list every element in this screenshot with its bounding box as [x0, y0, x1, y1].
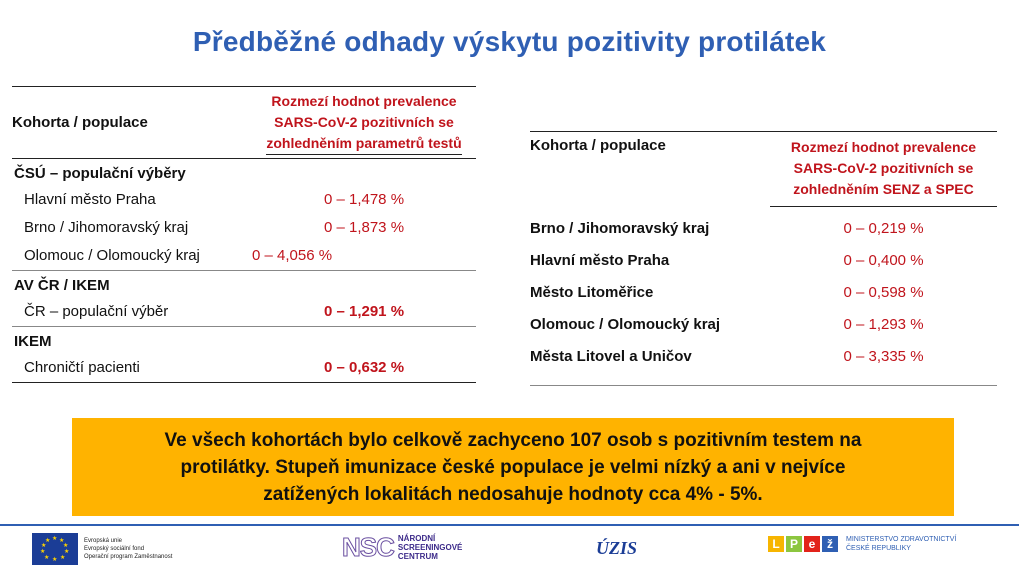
row-label: Města Litovel a Uničov — [530, 347, 692, 365]
nsc-logo: NSC NÁRODNÍ SCREENINGOVÉ CENTRUM — [342, 532, 463, 563]
eu-text: Evropská unie Evropský sociální fond Ope… — [84, 537, 172, 561]
row-label: Hlavní město Praha — [24, 191, 156, 208]
right-prevalence-table: Kohorta / populace Rozmezí hodnot preval… — [530, 131, 997, 386]
ministry-text: MINISTERSTVO ZDRAVOTNICTVÍ ČESKÉ REPUBLI… — [846, 535, 956, 553]
left-col1-header: Kohorta / populace — [12, 114, 148, 131]
table-row: Město Litoměřice 0 – 0,598 % — [530, 276, 997, 308]
row-label: Olomouc / Olomoucký kraj — [530, 315, 721, 333]
callout-line: protilátky. Stupeň imunizace české popul… — [180, 457, 846, 478]
callout-line: zatížených lokalitách nedosahuje hodnoty… — [263, 484, 763, 505]
ministry-text-line: MINISTERSTVO ZDRAVOTNICTVÍ — [846, 536, 957, 543]
eu-text-line: Evropský sociální fond — [84, 546, 145, 552]
table-row: Brno / Jihomoravský kraj 0 – 0,219 % — [530, 212, 997, 244]
right-col2-header: Rozmezí hodnot prevalence SARS-CoV-2 poz… — [770, 137, 997, 207]
table-row: ČR – populační výběr 0 – 1,291 % — [12, 298, 476, 327]
right-col2-header-line: SARS-CoV-2 pozitivních se — [793, 160, 974, 176]
left-prevalence-table: Kohorta / populace Rozmezí hodnot preval… — [12, 86, 476, 383]
slide-title: Předběžné odhady výskytu pozitivity prot… — [192, 26, 827, 57]
eu-text-line: Evropská unie — [84, 538, 123, 544]
right-col2-header-line: zohledněním SENZ a SPEC — [793, 181, 974, 197]
summary-callout: Ve všech kohortách bylo celkově zachycen… — [72, 418, 954, 516]
table-row: Hlavní město Praha 0 – 0,400 % — [530, 244, 997, 276]
uzis-logo: ÚZIS — [596, 538, 638, 558]
ministry-logo: L P e ž MINISTERSTVO ZDRAVOTNICTVÍ ČESKÉ… — [768, 535, 956, 553]
section-heading-csu: ČSÚ – populační výběry — [14, 165, 186, 182]
section-heading-avcr: AV ČR / IKEM — [14, 277, 110, 294]
right-table-header: Kohorta / populace Rozmezí hodnot preval… — [530, 132, 997, 207]
row-value: 0 – 3,335 % — [843, 347, 924, 365]
row-label: Brno / Jihomoravský kraj — [24, 219, 189, 236]
nsc-text: NÁRODNÍ SCREENINGOVÉ CENTRUM — [398, 534, 462, 561]
eu-logo: ★ ★ ★ ★ ★ ★ ★ ★ ★ ★ Evropská unie Evrops… — [32, 533, 172, 565]
callout-line: Ve všech kohortách bylo celkově zachycen… — [164, 430, 862, 451]
row-value: 0 – 4,056 % — [252, 247, 333, 264]
row-value: 0 – 1,293 % — [843, 315, 924, 333]
right-col2-header-line: Rozmezí hodnot prevalence — [790, 139, 977, 155]
row-value: 0 – 0,219 % — [843, 219, 924, 237]
left-col2-header: Rozmezí hodnot prevalence SARS-CoV-2 poz… — [252, 91, 476, 155]
row-value: 0 – 1,291 % — [323, 303, 405, 320]
table-row: Hlavní město Praha 0 – 1,478 % — [12, 186, 476, 214]
row-label: Hlavní město Praha — [530, 251, 670, 269]
row-value: 0 – 1,873 % — [323, 219, 405, 236]
row-value: 0 – 0,400 % — [843, 251, 924, 269]
table-row: Olomouc / Olomoucký kraj 0 – 4,056 % — [12, 242, 476, 271]
nsc-mark: NSC — [342, 532, 396, 563]
row-label: ČR – populační výběr — [24, 303, 169, 320]
nsc-text-line: NÁRODNÍ — [397, 534, 436, 543]
table-bottom-rule — [530, 372, 997, 386]
table-row: Chroničtí pacienti 0 – 0,632 % — [12, 354, 476, 383]
row-label: Olomouc / Olomoucký kraj — [24, 247, 200, 264]
row-value: 0 – 0,598 % — [843, 283, 924, 301]
row-label: Město Litoměřice — [530, 283, 654, 301]
row-value: 0 – 0,632 % — [323, 359, 405, 376]
nsc-text-line: SCREENINGOVÉ — [397, 543, 463, 552]
row-label: Brno / Jihomoravský kraj — [530, 219, 710, 237]
eu-flag-icon: ★ ★ ★ ★ ★ ★ ★ ★ ★ ★ — [32, 533, 78, 565]
section-heading-ikem: IKEM — [14, 333, 52, 350]
table-row: Brno / Jihomoravský kraj 0 – 1,873 % — [12, 214, 476, 242]
left-col2-header-line: Rozmezí hodnot prevalence — [271, 92, 457, 109]
row-value: 0 – 1,478 % — [323, 191, 405, 208]
table-row: Města Litovel a Uničov 0 – 3,335 % — [530, 340, 997, 372]
nsc-text-line: CENTRUM — [397, 552, 438, 561]
ministry-text-line: ČESKÉ REPUBLIKY — [846, 545, 911, 552]
row-label: Chroničtí pacienti — [24, 359, 140, 376]
right-col1-header: Kohorta / populace — [530, 137, 666, 154]
left-table-header: Kohorta / populace Rozmezí hodnot preval… — [12, 87, 476, 159]
eu-text-line: Operační program Zaměstnanost — [84, 554, 173, 560]
table-row: Olomouc / Olomoucký kraj 0 – 1,293 % — [530, 308, 997, 340]
left-col2-header-line: SARS-CoV-2 pozitivních se — [274, 113, 454, 130]
footer-divider — [0, 524, 1019, 526]
ministry-emblem-icon: L P e ž — [768, 536, 838, 552]
left-col2-header-line: zohledněním parametrů testů — [266, 133, 462, 155]
